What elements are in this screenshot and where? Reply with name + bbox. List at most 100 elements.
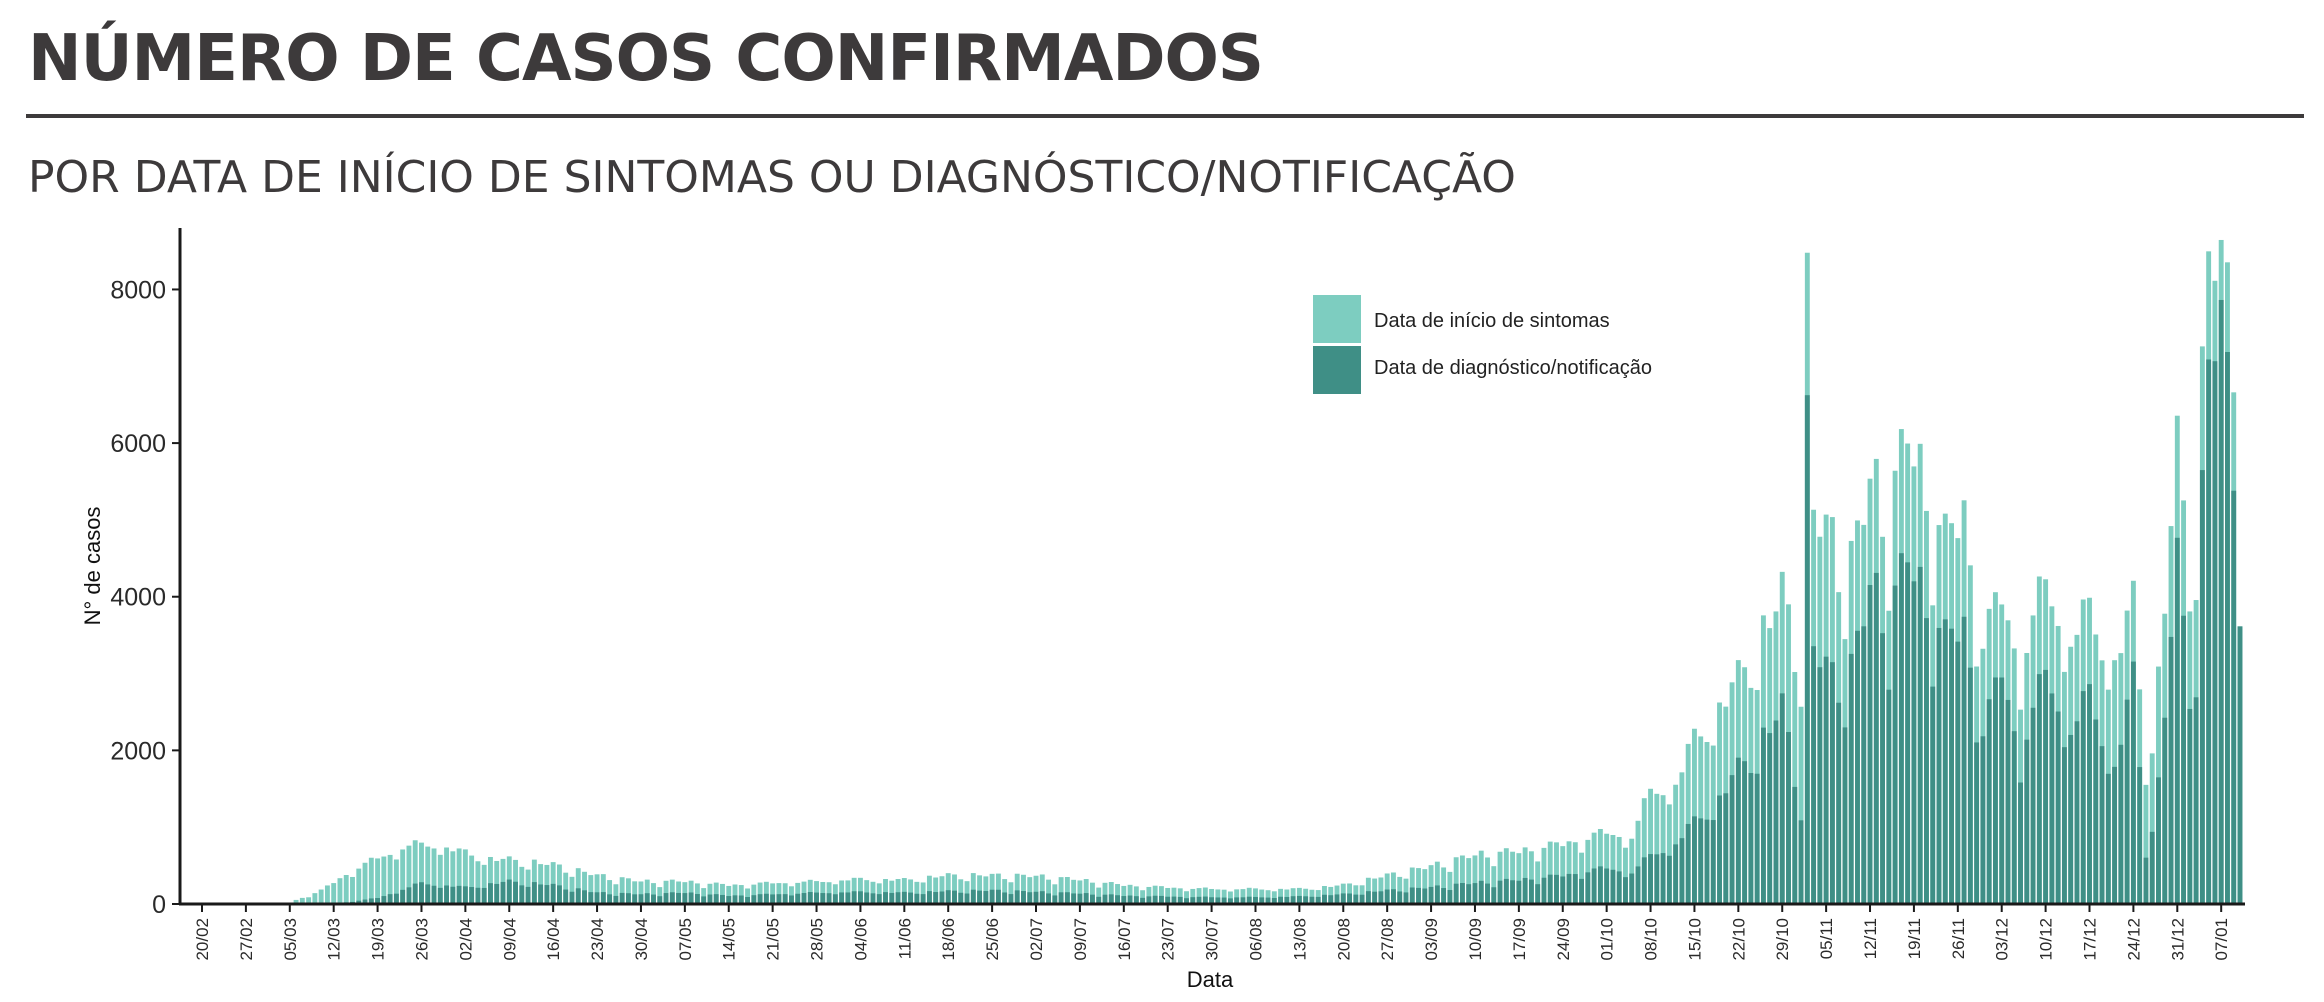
bar-sintomas: [1641, 798, 1647, 904]
bar-diagnostico: [600, 892, 606, 904]
bar-diagnostico: [1027, 892, 1033, 904]
bar-diagnostico: [920, 894, 926, 904]
bar-sintomas: [1554, 842, 1559, 904]
bar-diagnostico: [1303, 896, 1309, 904]
bar-sintomas: [644, 879, 650, 904]
bar-diagnostico: [1886, 689, 1892, 904]
bar-diagnostico: [519, 885, 525, 904]
bar-diagnostico: [1967, 667, 1973, 904]
bar-diagnostico: [1942, 619, 1948, 904]
bar-diagnostico: [1610, 869, 1616, 904]
bar-sintomas: [1058, 877, 1064, 904]
bar-diagnostico: [1999, 677, 2005, 904]
bar-diagnostico: [1955, 641, 1961, 904]
x-tick-label: 15/10: [1685, 918, 1704, 961]
bar-sintomas: [952, 874, 957, 904]
bar-diagnostico: [1322, 894, 1327, 904]
x-tick-label: 05/03: [281, 918, 300, 961]
bar-diagnostico: [2030, 707, 2036, 904]
bar-sintomas: [544, 864, 550, 904]
bar-sintomas: [1083, 879, 1089, 904]
bar-sintomas: [807, 879, 813, 904]
bar-diagnostico: [782, 894, 788, 904]
bar-diagnostico: [1146, 896, 1152, 904]
bar-sintomas: [1610, 835, 1616, 904]
bar-sintomas: [757, 882, 763, 904]
bar-diagnostico: [694, 894, 700, 904]
bar-diagnostico: [1911, 581, 1917, 904]
bar-diagnostico: [2199, 470, 2205, 904]
bar-sintomas: [1666, 804, 1672, 904]
bar-sintomas: [588, 875, 594, 904]
bar-sintomas: [1560, 846, 1566, 904]
bar-sintomas: [638, 881, 644, 904]
x-tick-label: 16/07: [1115, 918, 1134, 961]
x-tick-label: 22/10: [1729, 918, 1748, 961]
bar-diagnostico: [814, 892, 819, 904]
bar-diagnostico: [1930, 686, 1936, 904]
bar-diagnostico: [883, 892, 888, 904]
bar-diagnostico: [989, 889, 995, 904]
bar-sintomas: [1259, 889, 1265, 904]
bar-diagnostico: [387, 894, 393, 904]
bar-sintomas: [657, 887, 663, 904]
bar-diagnostico: [776, 894, 782, 904]
bar-diagnostico: [1660, 853, 1666, 904]
bar-sintomas: [1177, 888, 1183, 904]
bar-diagnostico: [676, 892, 682, 904]
bar-diagnostico: [1064, 892, 1070, 904]
bar-diagnostico: [1196, 896, 1202, 904]
bar-diagnostico: [701, 896, 707, 904]
bar-diagnostico: [1472, 883, 1478, 904]
bar-diagnostico: [1403, 892, 1409, 904]
bar-diagnostico: [682, 893, 688, 904]
bar-sintomas: [600, 874, 606, 904]
bar-sintomas: [1635, 820, 1641, 904]
bar-diagnostico: [1811, 646, 1817, 904]
bar-diagnostico: [1152, 895, 1158, 904]
x-tick-label: 07/01: [2212, 918, 2231, 961]
bar-sintomas: [1152, 885, 1158, 904]
bar-sintomas: [970, 873, 976, 904]
bar-diagnostico: [569, 891, 575, 904]
bar-sintomas: [1365, 877, 1371, 904]
title-divider: [26, 114, 2304, 118]
bar-sintomas: [619, 877, 625, 904]
bar-sintomas: [362, 862, 368, 904]
bar-diagnostico: [770, 894, 776, 904]
bar-diagnostico: [889, 892, 895, 904]
bar-diagnostico: [1729, 775, 1735, 904]
bar-sintomas: [356, 868, 362, 904]
bar-sintomas: [444, 847, 449, 904]
bar-diagnostico: [1240, 897, 1246, 904]
bar-diagnostico: [1685, 823, 1691, 904]
bar-diagnostico: [1278, 896, 1284, 904]
x-tick-label: 17/12: [2081, 918, 2100, 961]
bar-sintomas: [1359, 885, 1365, 904]
bar-sintomas: [2149, 753, 2155, 904]
bar-sintomas: [1215, 889, 1221, 904]
bar-diagnostico: [1522, 877, 1528, 904]
bar-diagnostico: [1485, 883, 1490, 904]
bar-diagnostico: [1949, 628, 1954, 904]
bar-diagnostico: [431, 885, 437, 904]
bar-diagnostico: [1158, 895, 1164, 904]
bar-diagnostico: [789, 895, 794, 904]
bar-diagnostico: [1779, 693, 1785, 904]
bar-sintomas: [1202, 887, 1208, 904]
bar-diagnostico: [1334, 894, 1340, 904]
bar-sintomas: [663, 880, 669, 904]
bar-diagnostico: [2036, 674, 2042, 904]
bar-sintomas: [569, 876, 575, 904]
x-tick-label: 05/11: [1817, 918, 1836, 959]
bar-sintomas: [1616, 836, 1622, 904]
bar-sintomas: [475, 861, 481, 904]
x-tick-label: 24/12: [2124, 918, 2143, 961]
bar-diagnostico: [594, 892, 600, 904]
bar-sintomas: [550, 862, 556, 904]
bar-diagnostico: [1717, 795, 1722, 904]
bar-sintomas: [556, 864, 562, 904]
bar-diagnostico: [1133, 896, 1139, 904]
bar-diagnostico: [2043, 669, 2049, 904]
bar-diagnostico: [1265, 897, 1271, 904]
